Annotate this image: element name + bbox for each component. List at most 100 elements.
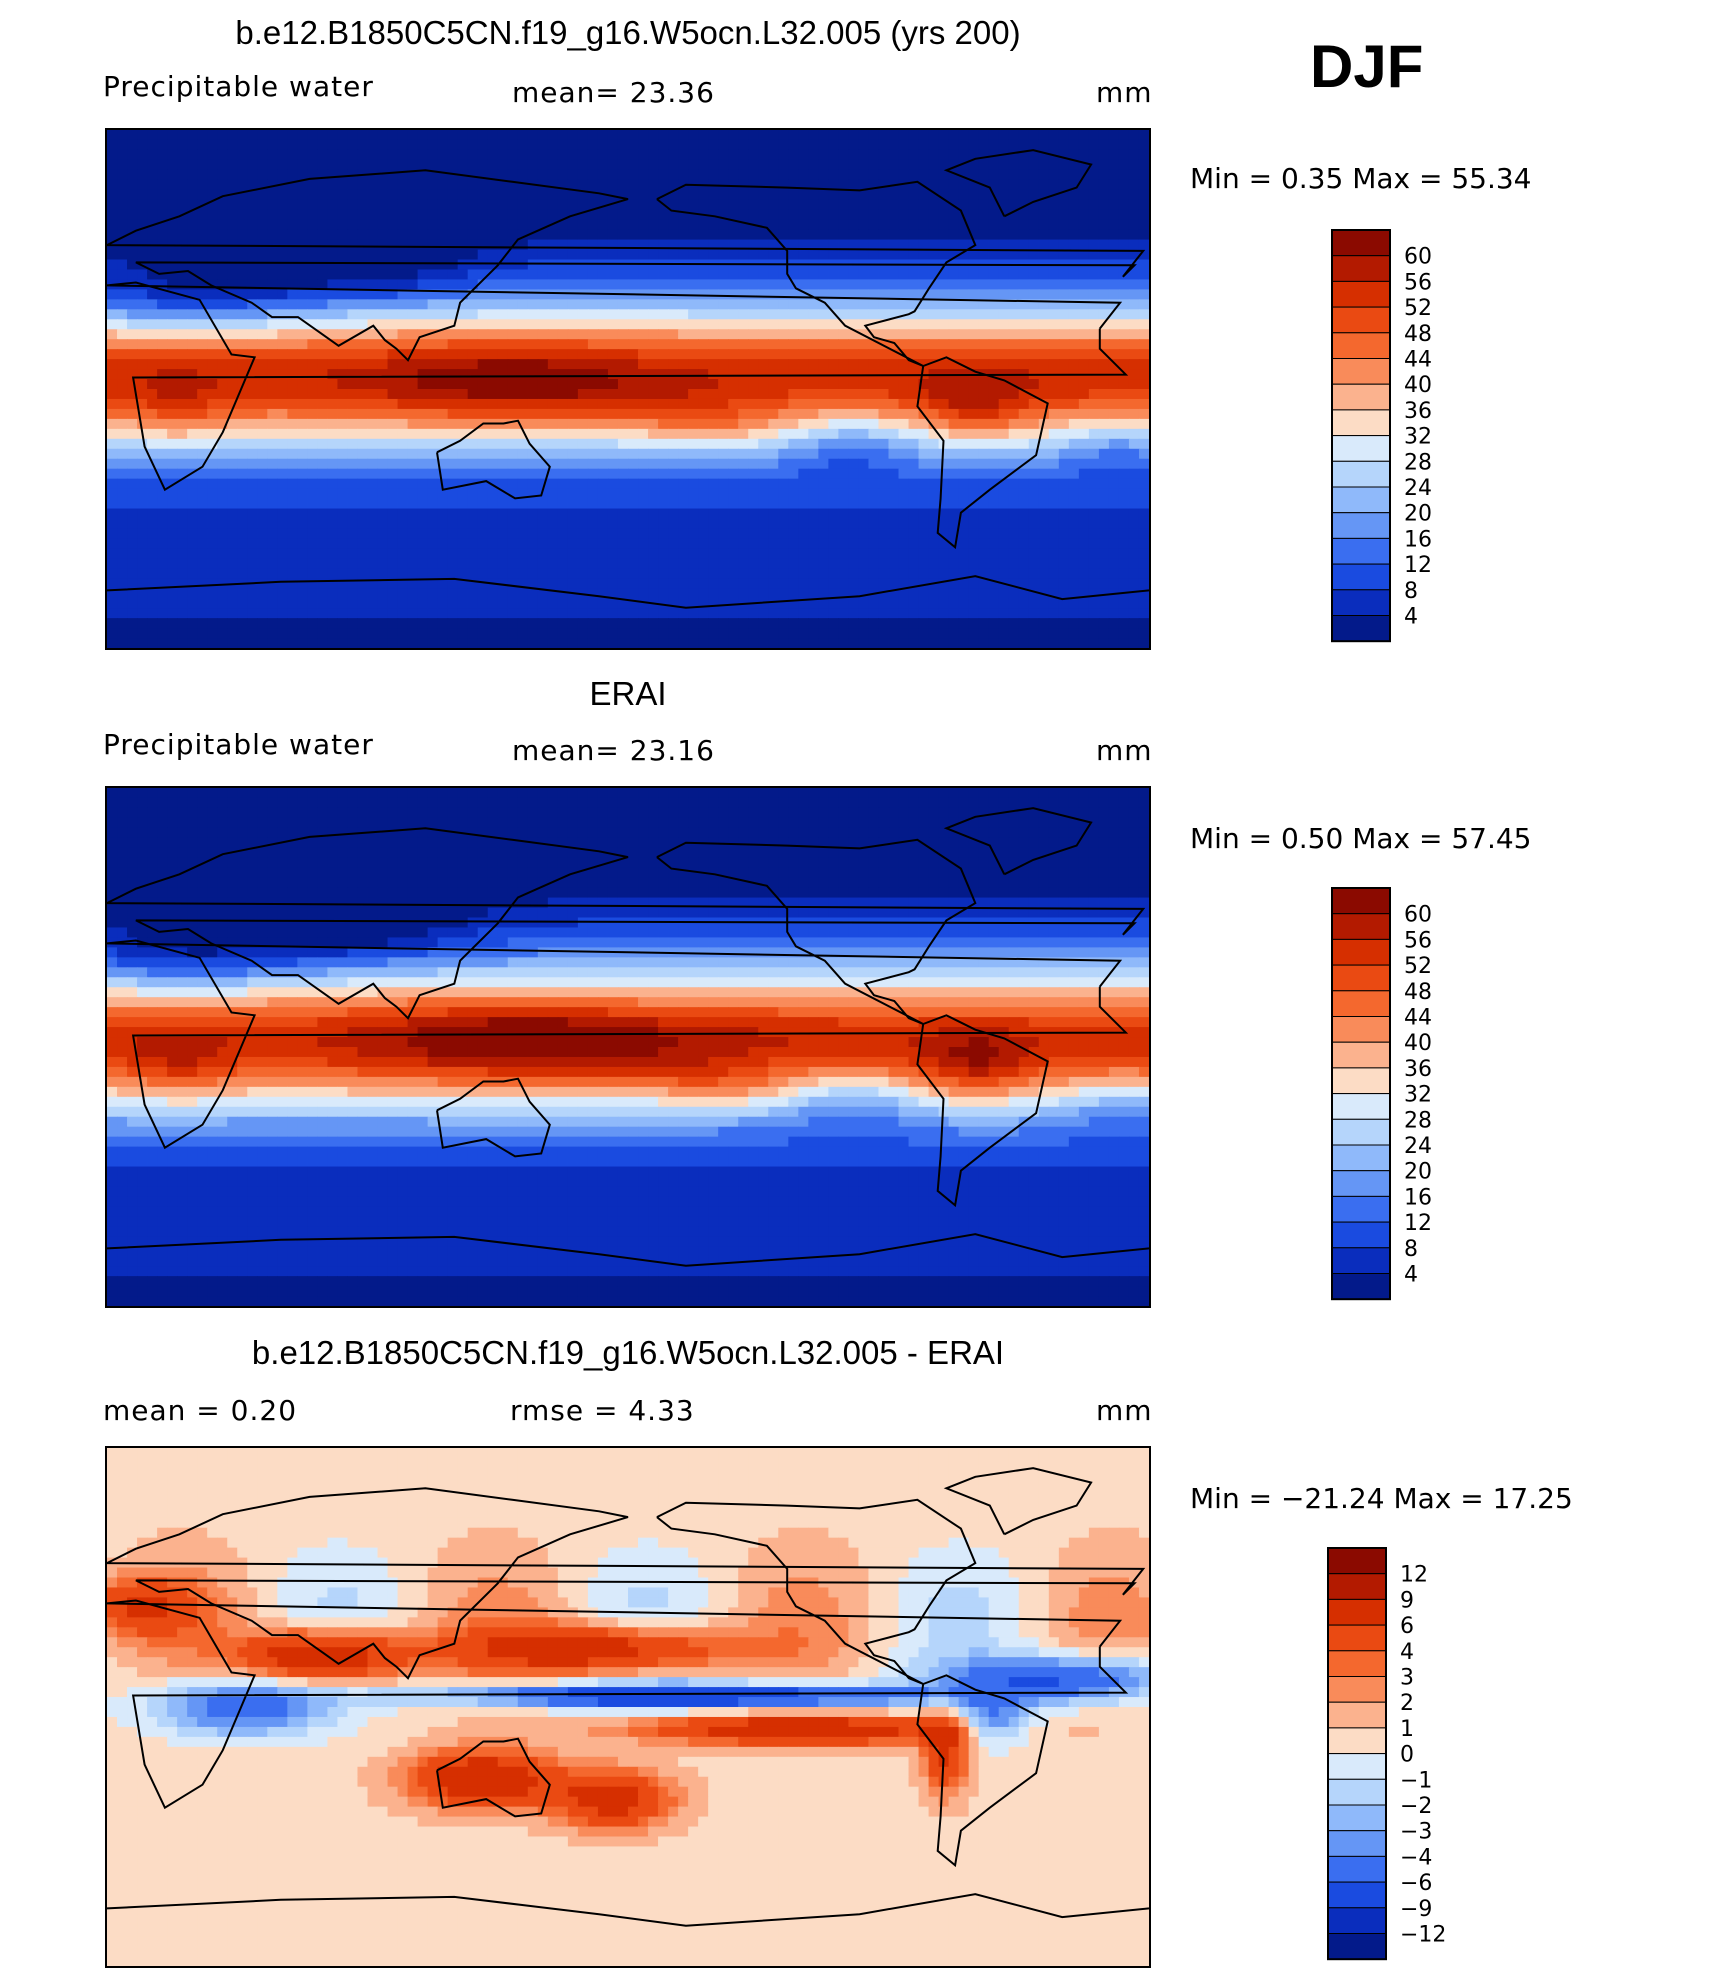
colorbar-label: 4 [1404,1263,1418,1288]
coastline [656,180,977,367]
colorbar-label: 44 [1404,348,1432,373]
colorbar-box [1331,332,1391,360]
coastline [436,1077,551,1158]
colorbar-box [1331,887,1391,915]
colorbar-box [1331,486,1391,514]
colorbar-box [1331,1093,1391,1120]
variable-label: Precipitable water [103,728,374,761]
colorbar-label: 60 [1404,245,1432,270]
coastline [943,807,1093,876]
colorbar-box [1327,1753,1387,1780]
colorbar-label: 12 [1404,553,1432,578]
colorbar-label: 36 [1404,1057,1432,1082]
colorbar-box [1331,1016,1391,1043]
colorbar-label: 2 [1400,1691,1414,1716]
colorbar-label: 20 [1404,502,1432,527]
coastline [943,149,1093,218]
coastline [107,169,1146,362]
colorbar-box [1327,1547,1387,1575]
panel-obs: ERAI Precipitable water mean= 23.16 mm M… [0,660,1710,1320]
colorbar-label: 32 [1404,1083,1432,1108]
min-max-label: Min = −21.24 Max = 17.25 [1190,1482,1573,1515]
colorbar-box [1327,1778,1387,1806]
colorbar-box [1327,1907,1387,1934]
panel-model: b.e12.B1850C5CN.f19_g16.W5ocn.L32.005 (y… [0,0,1710,660]
map-field [107,130,1149,648]
mean-label: mean= 23.36 [512,76,715,109]
colorbar-label: 36 [1404,399,1432,424]
colorbar-label: 8 [1404,579,1418,604]
colorbar-box [1331,1067,1391,1095]
coastline [107,575,1149,609]
colorbar-label: 56 [1404,928,1432,953]
colorbar-box [1331,938,1391,966]
colorbar-label: −12 [1400,1923,1446,1948]
colorbar-box [1327,1676,1387,1703]
colorbar-frame [1327,1547,1387,1961]
colorbar-label: 32 [1404,425,1432,450]
colorbar-box [1327,1624,1387,1652]
units-label: mm [1096,76,1153,109]
colorbar-label: −2 [1400,1794,1432,1819]
colorbar-box [1331,1041,1391,1069]
map-plot [105,786,1151,1308]
colorbar-box [1331,1195,1391,1223]
colorbar-label: −4 [1400,1845,1432,1870]
colorbar-box [1331,589,1391,616]
colorbar-label: 40 [1404,373,1432,398]
coastline [943,1467,1093,1536]
colorbar-label: 1 [1400,1717,1414,1742]
rmse-label: rmse = 4.33 [510,1394,695,1427]
colorbar-box [1331,358,1391,385]
colorbar-label: 24 [1404,1134,1432,1159]
colorbar-box [1331,1247,1391,1274]
colorbar-box [1327,1701,1387,1729]
colorbar-box [1331,383,1391,411]
min-max-label: Min = 0.35 Max = 55.34 [1190,162,1532,195]
coastline [916,356,1049,550]
mean-label: mean = 0.20 [103,1394,298,1427]
min-max-label: Min = 0.50 Max = 57.45 [1190,822,1532,855]
colorbar-box [1331,435,1391,462]
coastline [107,1893,1149,1927]
units-label: mm [1096,1394,1153,1427]
colorbar-box [1331,964,1391,992]
colorbar-box [1331,229,1391,257]
colorbar-label: 44 [1404,1006,1432,1031]
colorbar-label: 12 [1400,1563,1428,1588]
colorbar-label: 12 [1404,1211,1432,1236]
colorbar-label: 52 [1404,296,1432,321]
variable-label: Precipitable water [103,70,374,103]
colorbar-label: 8 [1404,1237,1418,1262]
colorbar-box [1327,1804,1387,1832]
colorbar-frame [1331,887,1391,1301]
coastline [107,939,1129,1150]
colorbar-box [1331,409,1391,437]
colorbar-box [1331,563,1391,591]
coastline [916,1674,1049,1868]
colorbar-box [1331,1144,1391,1172]
coastline [107,827,1146,1020]
colorbar-label: 20 [1404,1160,1432,1185]
coastline [656,838,977,1025]
colorbar-box [1331,460,1391,488]
coastline [436,1737,551,1818]
panel-title: b.e12.B1850C5CN.f19_g16.W5ocn.L32.005 - … [251,1334,1005,1371]
colorbar-box [1327,1598,1387,1626]
colorbar-label: 0 [1400,1743,1414,1768]
colorbar-box [1327,1881,1387,1909]
colorbar-label: 4 [1404,605,1418,630]
colorbar-label: 24 [1404,476,1432,501]
colorbar-label: 48 [1404,980,1432,1005]
colorbar-box [1327,1727,1387,1755]
map-field [107,788,1149,1306]
colorbar-box [1331,306,1391,334]
colorbar-box [1327,1933,1387,1960]
colorbar-label: 16 [1404,1185,1432,1210]
coastline [656,1498,977,1685]
coastline [916,1014,1049,1208]
colorbar-label: 56 [1404,270,1432,295]
colorbar-label: −6 [1400,1871,1432,1896]
